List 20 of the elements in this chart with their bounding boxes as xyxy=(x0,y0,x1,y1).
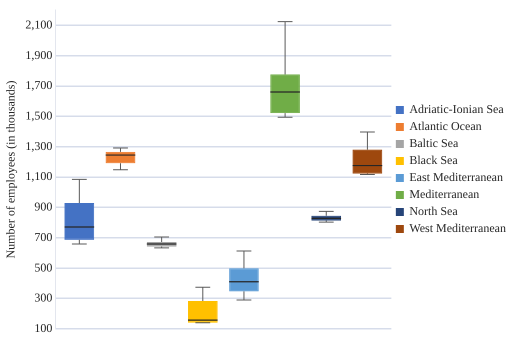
legend-label: Black Sea xyxy=(409,153,458,168)
legend-label: Mediterranean xyxy=(409,187,480,202)
legend-label: North Sea xyxy=(409,204,458,218)
legend-label: Baltic Sea xyxy=(409,136,459,150)
y-tick-label: 2,100 xyxy=(25,18,52,32)
y-tick-label: 700 xyxy=(34,230,52,244)
legend-label: East Mediterranean xyxy=(409,170,503,184)
y-tick-label: 900 xyxy=(34,200,52,214)
y-tick-label: 1,300 xyxy=(25,138,52,153)
y-tick-label: 1,100 xyxy=(25,169,52,184)
y-tick-label: 1,900 xyxy=(25,48,52,62)
y-tick-label: 1,700 xyxy=(25,78,52,92)
y-axis-title: Number of employees (in thousands) xyxy=(3,80,18,258)
y-tick-label: 300 xyxy=(34,290,52,305)
y-tick-label: 100 xyxy=(34,320,52,335)
legend-label: Atlantic Ocean xyxy=(409,119,482,134)
y-tick-label: 500 xyxy=(34,260,52,274)
y-tick-label: 1,500 xyxy=(25,108,52,123)
legend-label: West Mediterranean xyxy=(409,221,506,236)
legend-label: Adriatic-Ionian Sea xyxy=(409,102,504,116)
